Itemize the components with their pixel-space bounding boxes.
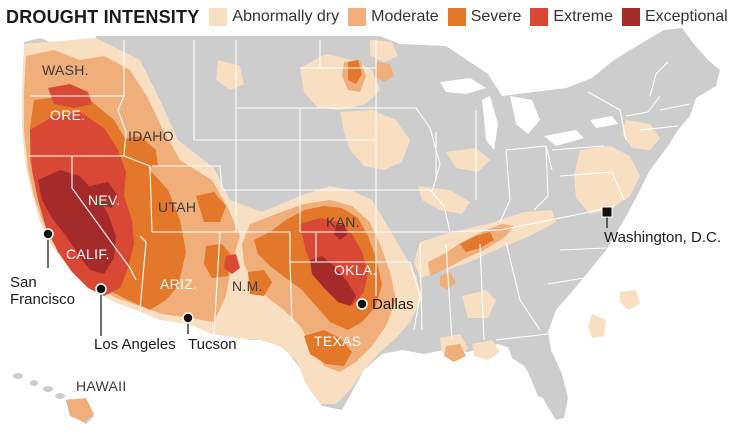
- state-label-nm: N.M.: [232, 278, 263, 294]
- legend-label-extreme: Extreme: [553, 8, 613, 25]
- state-label-calif: CALIF.: [66, 246, 110, 262]
- legend-label-moderate: Moderate: [371, 8, 439, 25]
- legend-item-severe: Severe: [447, 8, 522, 26]
- tucson-marker: [182, 312, 194, 324]
- city-markers: [42, 206, 613, 324]
- state-label-ariz: ARIZ.: [160, 276, 198, 292]
- city-label-los-angeles: Los Angeles: [94, 336, 176, 353]
- city-label-washington-dc: Washington, D.C.: [604, 229, 721, 246]
- legend-label-severe: Severe: [470, 8, 522, 25]
- city-label-dallas: Dallas: [372, 296, 414, 313]
- legend-title: DROUGHT INTENSITY: [6, 6, 200, 27]
- state-borders: [28, 40, 691, 341]
- legend-item-extreme: Extreme: [530, 8, 613, 26]
- state-label-kan: KAN.: [326, 214, 360, 230]
- legend-swatch-extreme: [530, 8, 549, 26]
- drought-exceptional: [38, 170, 356, 306]
- great-lakes: [440, 78, 618, 150]
- legend-item-abnormally-dry: Abnormally dry: [209, 8, 339, 26]
- san-francisco-marker: [42, 228, 54, 240]
- dallas-marker: [356, 298, 368, 310]
- legend-item-moderate: Moderate: [348, 8, 439, 26]
- legend-label-exceptional: Exceptional: [644, 8, 728, 25]
- washington-dc-marker: [601, 206, 613, 218]
- legend-item-exceptional: Exceptional: [621, 8, 728, 26]
- state-label-idaho: IDAHO: [128, 128, 174, 144]
- legend-swatch-severe: [447, 8, 466, 26]
- legend-swatch-moderate: [348, 8, 367, 26]
- legend-label-abnormally-dry: Abnormally dry: [232, 8, 340, 25]
- legend-swatch-abnormally-dry: [209, 8, 228, 26]
- state-label-okla: OKLA.: [334, 262, 377, 278]
- state-label-utah: UTAH: [158, 199, 197, 215]
- state-label-ore: ORE.: [50, 107, 86, 123]
- los-angeles-marker: [95, 283, 107, 295]
- state-label-hawaii: HAWAII: [76, 378, 127, 394]
- legend-swatch-exceptional: [621, 8, 640, 26]
- state-label-wash: WASH.: [42, 62, 89, 78]
- city-leader-lines: [47, 216, 608, 336]
- drought-legend: DROUGHT INTENSITY Abnormally dry Moderat…: [6, 5, 737, 29]
- florida-land: [508, 342, 568, 420]
- state-label-nev: NEV.: [88, 192, 121, 208]
- city-label-san-francisco: San Francisco: [10, 274, 76, 308]
- state-label-texas: TEXAS: [314, 333, 362, 349]
- city-label-tucson: Tucson: [188, 336, 237, 353]
